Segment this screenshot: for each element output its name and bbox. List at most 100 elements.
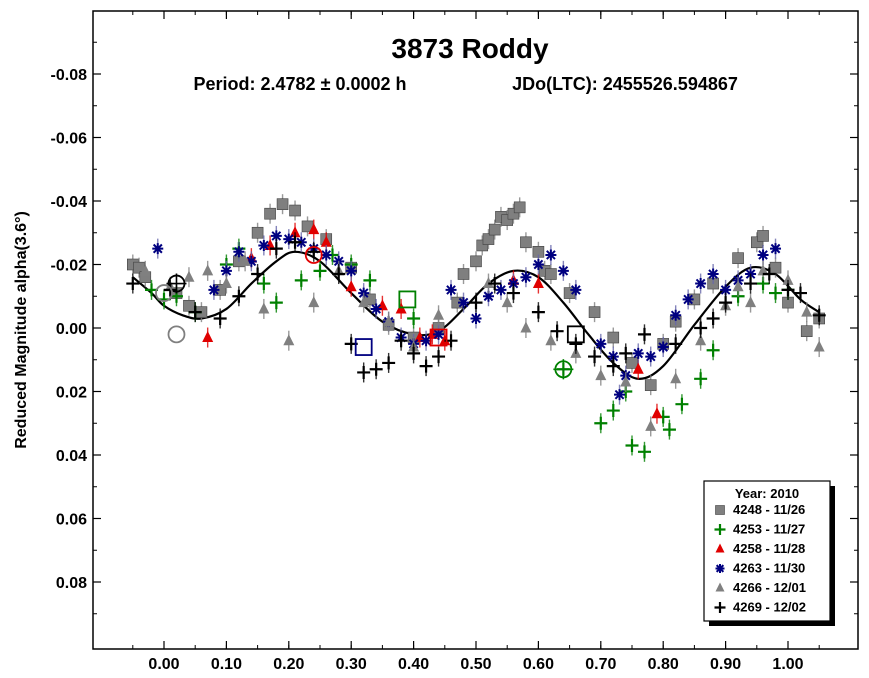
highlight-point-cross [553,359,574,380]
data-point [669,337,683,351]
y-tick-label: -0.02 [51,258,88,275]
data-point [269,296,283,310]
data-point [382,356,396,370]
data-point [183,270,195,282]
data-point [532,277,544,289]
highlight-point-cross [166,273,187,294]
legend-entry-label: 4263 - 11/30 [733,561,805,576]
y-tick-label: 0.00 [56,321,87,338]
data-point [706,343,720,357]
data-point [232,289,246,303]
data-point [769,286,783,300]
data-point [801,305,813,317]
data-point [632,362,644,374]
data-point [202,331,214,343]
data-point [220,277,232,289]
legend-title: Year: 2010 [735,486,799,501]
data-point [288,235,302,249]
y-tick-label: -0.04 [51,194,88,211]
data-point [258,239,270,251]
data-point [264,238,276,250]
x-tick-label: 0.80 [648,656,679,673]
data-point [126,277,140,291]
y-tick-label: 0.02 [56,385,87,402]
highlight-point [167,325,186,344]
data-point [469,296,483,310]
data-point [732,280,744,292]
data-point [695,278,707,290]
data-point [606,404,620,418]
data-point [358,296,370,308]
data-point [744,277,758,291]
x-tick-label: 0.20 [273,656,304,673]
data-point [370,303,382,315]
data-point [781,283,795,297]
data-point [376,299,388,311]
data-point [476,239,489,252]
data-point [320,235,332,247]
chart-title: 3873 Roddy [391,33,549,64]
data-point [139,264,151,276]
data-point [507,207,520,220]
y-tick-label: -0.08 [51,67,88,84]
data-point [239,254,251,266]
chart-subtitle-period: Period: 2.4782 ± 0.0002 h [194,74,407,94]
legend-entry-label: 4258 - 11/28 [733,541,805,556]
legend-entry-label: 4253 - 11/27 [733,522,805,537]
legend: Year: 2010 4248 - 11/26 4253 - 11/27 4258 … [703,480,835,626]
data-point [458,297,470,309]
data-point [294,273,308,287]
data-point [345,265,357,277]
x-tick-label: 0.40 [398,656,429,673]
data-point [719,296,733,310]
data-point [251,267,265,281]
x-tick-label: 0.10 [211,656,242,673]
data-point [594,416,608,430]
data-point [270,230,282,242]
data-point [407,346,421,360]
data-point [369,362,383,376]
data-point [570,284,582,296]
x-tick-label: 0.00 [148,656,179,673]
data-point [757,264,769,276]
data-point [276,198,289,210]
data-point [433,328,445,340]
data-point [606,359,620,373]
data-point [626,357,638,369]
data-point [432,350,446,364]
data-point [782,273,794,285]
data-point [495,284,507,296]
data-point [482,233,495,245]
data-point [545,249,557,261]
highlight-point [429,328,448,347]
data-point [163,283,177,297]
data-point [251,226,264,239]
data-point [757,249,769,261]
data-point [220,265,232,277]
data-point [800,325,813,337]
x-tick-label: 0.90 [710,656,741,673]
data-point [419,359,433,373]
data-point [619,346,633,360]
data-point [445,284,457,296]
data-point [757,230,769,242]
legend-marker [715,582,725,592]
data-point [588,306,601,318]
data-point [188,305,202,319]
data-point [632,347,644,359]
data-point [513,201,526,214]
data-point [569,337,583,351]
highlight-point [398,290,417,309]
legend-marker [714,524,726,535]
data-point [545,268,557,280]
data-point [488,223,501,236]
x-tick-label: 0.60 [523,656,554,673]
highlight-point [304,246,323,264]
series-5 [126,232,826,383]
data-point [750,236,763,249]
data-point [264,207,276,220]
y-tick-label: -0.06 [51,131,88,148]
data-point [313,264,327,278]
y-axis-label: Reduced Magnitude alpha(3.6°) [13,211,30,449]
